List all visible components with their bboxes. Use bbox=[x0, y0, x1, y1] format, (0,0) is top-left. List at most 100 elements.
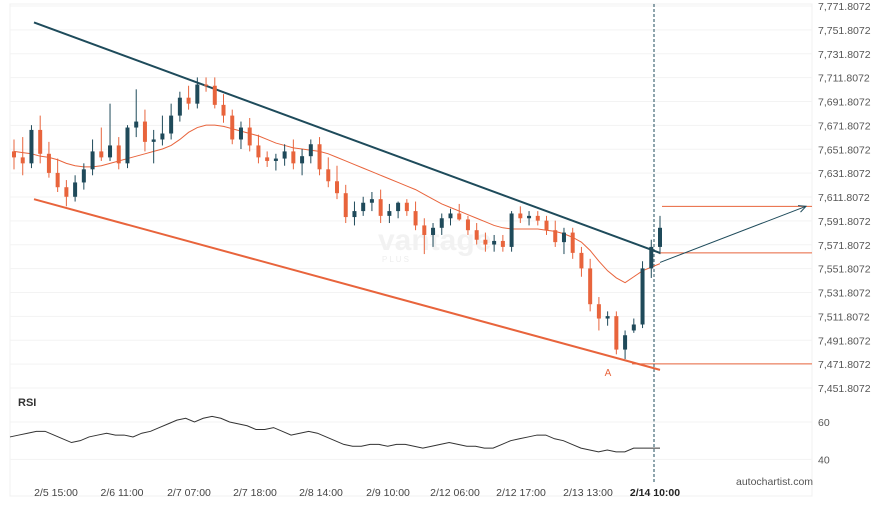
candle-body bbox=[64, 187, 69, 197]
watermark-subtext: PLUS bbox=[382, 255, 411, 264]
candle-body bbox=[431, 227, 436, 235]
rsi-panel bbox=[9, 415, 812, 460]
candle bbox=[12, 139, 16, 170]
time-tick-label: 2/5 15:00 bbox=[34, 487, 78, 499]
candle-body bbox=[561, 232, 566, 243]
candle bbox=[500, 234, 505, 252]
candle bbox=[544, 215, 549, 235]
price-tick-label: 7,451.8072 bbox=[818, 383, 871, 395]
candle-body bbox=[326, 169, 331, 182]
time-tick-label: 2/7 07:00 bbox=[167, 487, 211, 499]
candle bbox=[247, 117, 252, 152]
price-tick-label: 7,771.8072 bbox=[818, 1, 871, 13]
candle bbox=[204, 77, 209, 92]
candle-body bbox=[73, 182, 78, 197]
forecast-arrow bbox=[659, 205, 808, 263]
candle-body bbox=[544, 220, 549, 231]
candle bbox=[492, 234, 497, 252]
candle bbox=[46, 141, 51, 178]
time-tick-label: 2/7 18:00 bbox=[233, 487, 277, 499]
candle-body bbox=[352, 211, 357, 218]
candle bbox=[326, 157, 331, 188]
plot-frame bbox=[9, 3, 813, 497]
candle-body bbox=[55, 172, 60, 188]
candle bbox=[553, 220, 558, 247]
candle bbox=[195, 77, 200, 109]
price-tick-label: 7,671.8072 bbox=[818, 120, 871, 132]
candle bbox=[20, 137, 25, 176]
candle bbox=[561, 227, 566, 255]
candle-body bbox=[335, 181, 339, 194]
candle bbox=[29, 125, 34, 169]
resistance-trendline bbox=[33, 21, 661, 254]
candle-body bbox=[387, 211, 392, 216]
candle bbox=[649, 239, 654, 278]
candle bbox=[527, 211, 532, 226]
candle-body bbox=[221, 104, 226, 116]
candle bbox=[221, 94, 226, 123]
candle bbox=[64, 180, 69, 207]
candle-body bbox=[186, 97, 191, 104]
trend-lines bbox=[33, 21, 661, 371]
candle-body bbox=[230, 115, 235, 140]
candle bbox=[457, 203, 462, 221]
candle-body bbox=[465, 219, 470, 231]
candle-body bbox=[177, 97, 182, 116]
candle bbox=[73, 175, 78, 202]
candle bbox=[640, 261, 645, 329]
price-tick-label: 7,651.8072 bbox=[818, 144, 871, 156]
candle bbox=[108, 103, 113, 161]
rsi-label: RSI bbox=[18, 397, 36, 409]
time-tick-label: 2/13 13:00 bbox=[563, 487, 613, 499]
candle bbox=[596, 297, 601, 331]
candle-body bbox=[81, 169, 86, 183]
price-tick-label: 7,571.8072 bbox=[818, 240, 871, 252]
candle bbox=[509, 211, 514, 252]
candle-body bbox=[422, 225, 427, 235]
candle-body bbox=[457, 213, 462, 220]
candle-body bbox=[265, 157, 270, 161]
candle-body bbox=[614, 316, 619, 350]
candle-body bbox=[46, 153, 51, 173]
candle-body bbox=[291, 151, 296, 164]
candle-body bbox=[570, 232, 575, 253]
price-tick-label: 7,691.8072 bbox=[818, 97, 871, 109]
candle-body bbox=[378, 199, 383, 216]
price-tick-label: 7,591.8072 bbox=[818, 216, 871, 228]
price-tick-label: 7,551.8072 bbox=[818, 264, 871, 276]
candle bbox=[465, 215, 470, 235]
candle-body bbox=[361, 202, 366, 212]
candle bbox=[186, 85, 191, 110]
candle-body bbox=[273, 158, 278, 161]
candle bbox=[361, 196, 366, 216]
candle-body bbox=[605, 316, 610, 319]
candle bbox=[483, 232, 488, 252]
candle-body bbox=[658, 227, 662, 247]
candle bbox=[535, 211, 540, 226]
candle-body bbox=[90, 151, 95, 170]
forecast-arrow-line bbox=[659, 205, 807, 263]
moving-average bbox=[13, 124, 661, 284]
support-trendline bbox=[33, 198, 661, 371]
candle-body bbox=[500, 240, 505, 247]
price-tick-label: 7,531.8072 bbox=[818, 288, 871, 300]
time-tick-label: 2/8 14:00 bbox=[299, 487, 343, 499]
candle-body bbox=[20, 157, 25, 164]
candle bbox=[378, 189, 383, 224]
candle-body bbox=[623, 335, 628, 350]
candle-body bbox=[579, 252, 584, 269]
candle bbox=[90, 139, 95, 176]
candle bbox=[448, 208, 453, 226]
price-tick-label: 7,751.8072 bbox=[818, 25, 871, 37]
candle-body bbox=[535, 215, 540, 221]
price-tick-label: 7,711.8072 bbox=[818, 73, 870, 85]
candle-body bbox=[169, 115, 174, 134]
candle-body bbox=[116, 145, 121, 164]
candle bbox=[474, 223, 479, 245]
candle-body bbox=[317, 144, 322, 170]
candle bbox=[369, 191, 374, 212]
candle-body bbox=[151, 139, 156, 142]
candle-body bbox=[142, 121, 147, 142]
candle bbox=[99, 127, 104, 161]
